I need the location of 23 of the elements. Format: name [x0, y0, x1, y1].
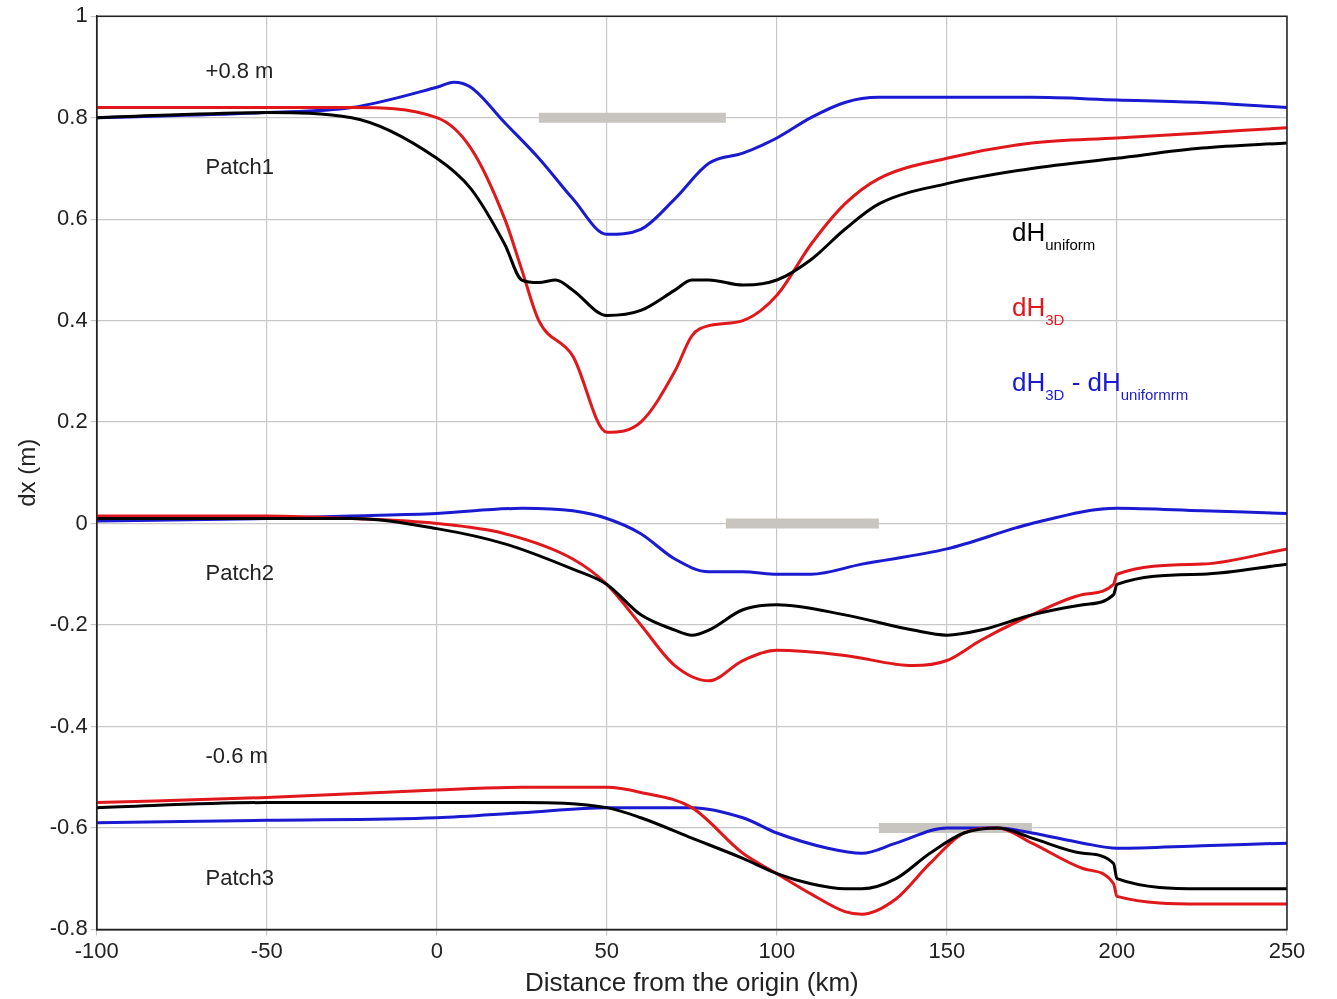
- x-axis-title: Distance from the origin (km): [524, 966, 859, 997]
- y-tick-label: -0.4: [49, 712, 88, 738]
- annotation: Patch1: [205, 154, 275, 180]
- annotation: Patch3: [205, 864, 275, 890]
- annotation: -0.6 m: [205, 742, 268, 768]
- y-tick-label: 0.4: [57, 306, 88, 332]
- annotation: +0.8 m: [205, 58, 274, 84]
- y-tick-label: 0.6: [57, 205, 88, 231]
- x-tick-label: 200: [1098, 937, 1136, 963]
- x-tick-label: 0: [430, 937, 443, 963]
- x-tick-label: -50: [250, 937, 283, 963]
- x-tick-label: 100: [758, 937, 796, 963]
- y-tick-label: 0: [75, 509, 88, 535]
- y-tick-label: 0.8: [57, 103, 88, 129]
- y-tick-label: -0.2: [49, 611, 88, 637]
- y-tick-label: 0.2: [57, 408, 88, 434]
- y-axis-title: dx (m): [13, 438, 41, 507]
- x-tick-label: 150: [928, 937, 966, 963]
- y-tick-label: 1: [75, 2, 88, 28]
- x-tick-label: 50: [594, 937, 620, 963]
- y-tick-label: -0.6: [49, 814, 88, 839]
- x-tick-label: 250: [1268, 937, 1306, 963]
- annotation: Patch2: [205, 560, 275, 586]
